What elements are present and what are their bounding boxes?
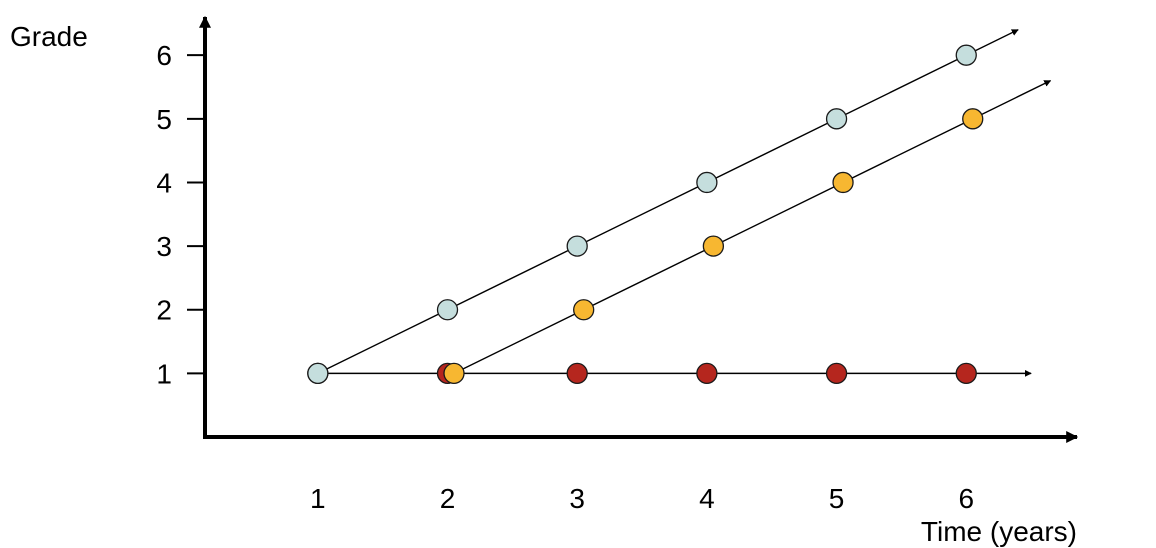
y-tick-label-1: 1 — [156, 358, 172, 389]
series-2-point-4 — [832, 171, 854, 194]
series-2-point-5 — [962, 108, 984, 130]
x-tick-label-4: 4 — [699, 483, 715, 514]
series-1-point-3 — [566, 235, 588, 257]
x-axis-title: Time (years) — [921, 516, 1077, 547]
y-tick-label-2: 2 — [156, 295, 172, 326]
series-1-point-5 — [825, 108, 848, 130]
series-3-point-6 — [955, 362, 977, 385]
x-tick-label-5: 5 — [829, 483, 845, 514]
series-1-point-6 — [955, 44, 977, 66]
series-2-line — [453, 80, 1052, 374]
series-1-point-4 — [696, 171, 718, 194]
ticks: 1 2 3 4 5 6 1 2 3 4 5 6 — [156, 40, 974, 514]
series-3-point-3 — [566, 362, 588, 385]
x-tick-label-1: 1 — [310, 483, 326, 514]
y-axis-title: Grade — [10, 21, 88, 52]
series-2-point-1 — [443, 362, 465, 385]
series-points — [307, 44, 984, 385]
y-tick-label-6: 6 — [156, 40, 172, 71]
series-1-line — [317, 29, 1019, 374]
y-tick-label-4: 4 — [156, 167, 172, 198]
series-2-point-2 — [573, 299, 595, 321]
x-tick-label-3: 3 — [569, 483, 585, 514]
series-1-point-1 — [307, 362, 329, 385]
series-1-point-2 — [436, 299, 459, 321]
y-tick-label-3: 3 — [156, 231, 172, 262]
series-2-point-3 — [702, 235, 725, 257]
y-tick-label-5: 5 — [156, 104, 172, 135]
x-tick-label-6: 6 — [958, 483, 974, 514]
series-3-point-5 — [825, 362, 848, 385]
x-tick-label-2: 2 — [440, 483, 456, 514]
series-3-point-4 — [696, 362, 718, 385]
axes — [199, 15, 1079, 443]
series-lines — [317, 29, 1052, 377]
